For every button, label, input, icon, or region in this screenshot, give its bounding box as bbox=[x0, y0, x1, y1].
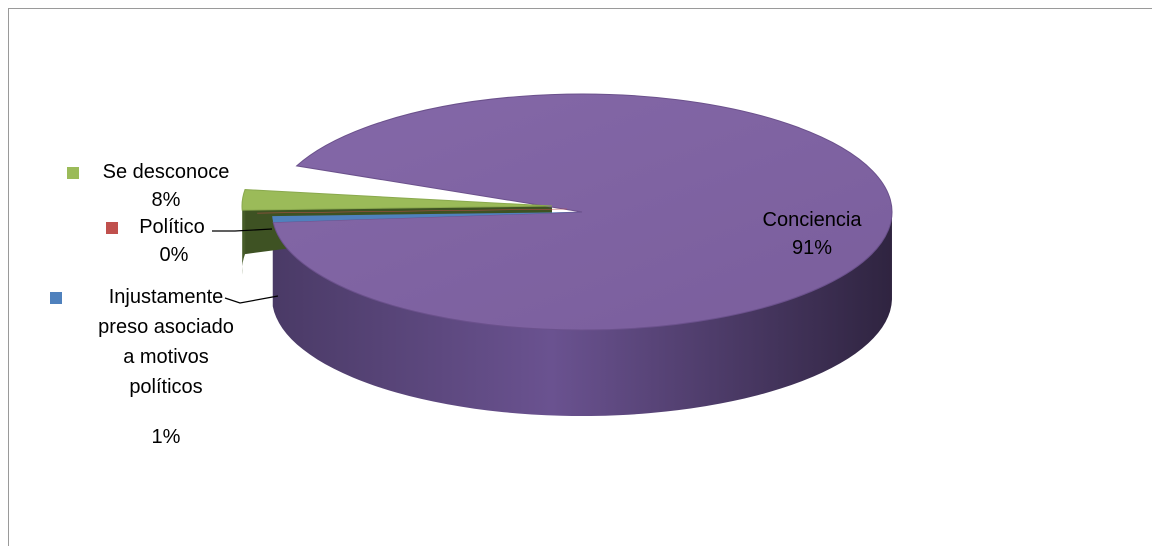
legend-key-injustamente-preso bbox=[50, 292, 62, 304]
data-label-injustamente-preso-name-line-3: a motivos bbox=[123, 346, 209, 368]
data-label-injustamente-preso-name-line-2: preso asociado bbox=[98, 316, 234, 338]
pie-slice-side-conciencia bbox=[272, 213, 892, 416]
pie-labels-group: Conciencia 91% Se desconoce 8% Político 0% Inj… bbox=[50, 161, 862, 448]
pie-slice-front-se-desconoce bbox=[242, 189, 246, 275]
chart-area bbox=[8, 8, 1152, 546]
data-label-conciencia-name: Conciencia bbox=[763, 209, 863, 231]
leader-line-injustamente-preso bbox=[224, 295, 279, 304]
data-label-politico-percent: 0% bbox=[160, 244, 189, 266]
pie-slice-politico bbox=[257, 208, 568, 214]
pie-plot-group bbox=[241, 93, 893, 416]
leader-line-politico bbox=[212, 228, 273, 232]
data-label-conciencia-percent: 91% bbox=[792, 237, 832, 259]
data-label-injustamente-preso-name-line-4: políticos bbox=[129, 376, 202, 398]
pie-slice-conciencia bbox=[272, 93, 893, 331]
legend-key-politico bbox=[106, 222, 118, 234]
data-label-se-desconoce-percent: 8% bbox=[152, 189, 181, 211]
legend-key-se-desconoce bbox=[67, 167, 79, 179]
data-label-politico-name: Político bbox=[139, 216, 205, 238]
data-label-injustamente-preso-percent: 1% bbox=[152, 426, 181, 448]
data-label-injustamente-preso-name-line-1: Injustamente bbox=[109, 286, 224, 308]
data-label-se-desconoce-name: Se desconoce bbox=[103, 161, 230, 183]
pie-slice-se-desconoce bbox=[241, 189, 553, 211]
pie-slice-injustamente-preso bbox=[272, 212, 582, 223]
